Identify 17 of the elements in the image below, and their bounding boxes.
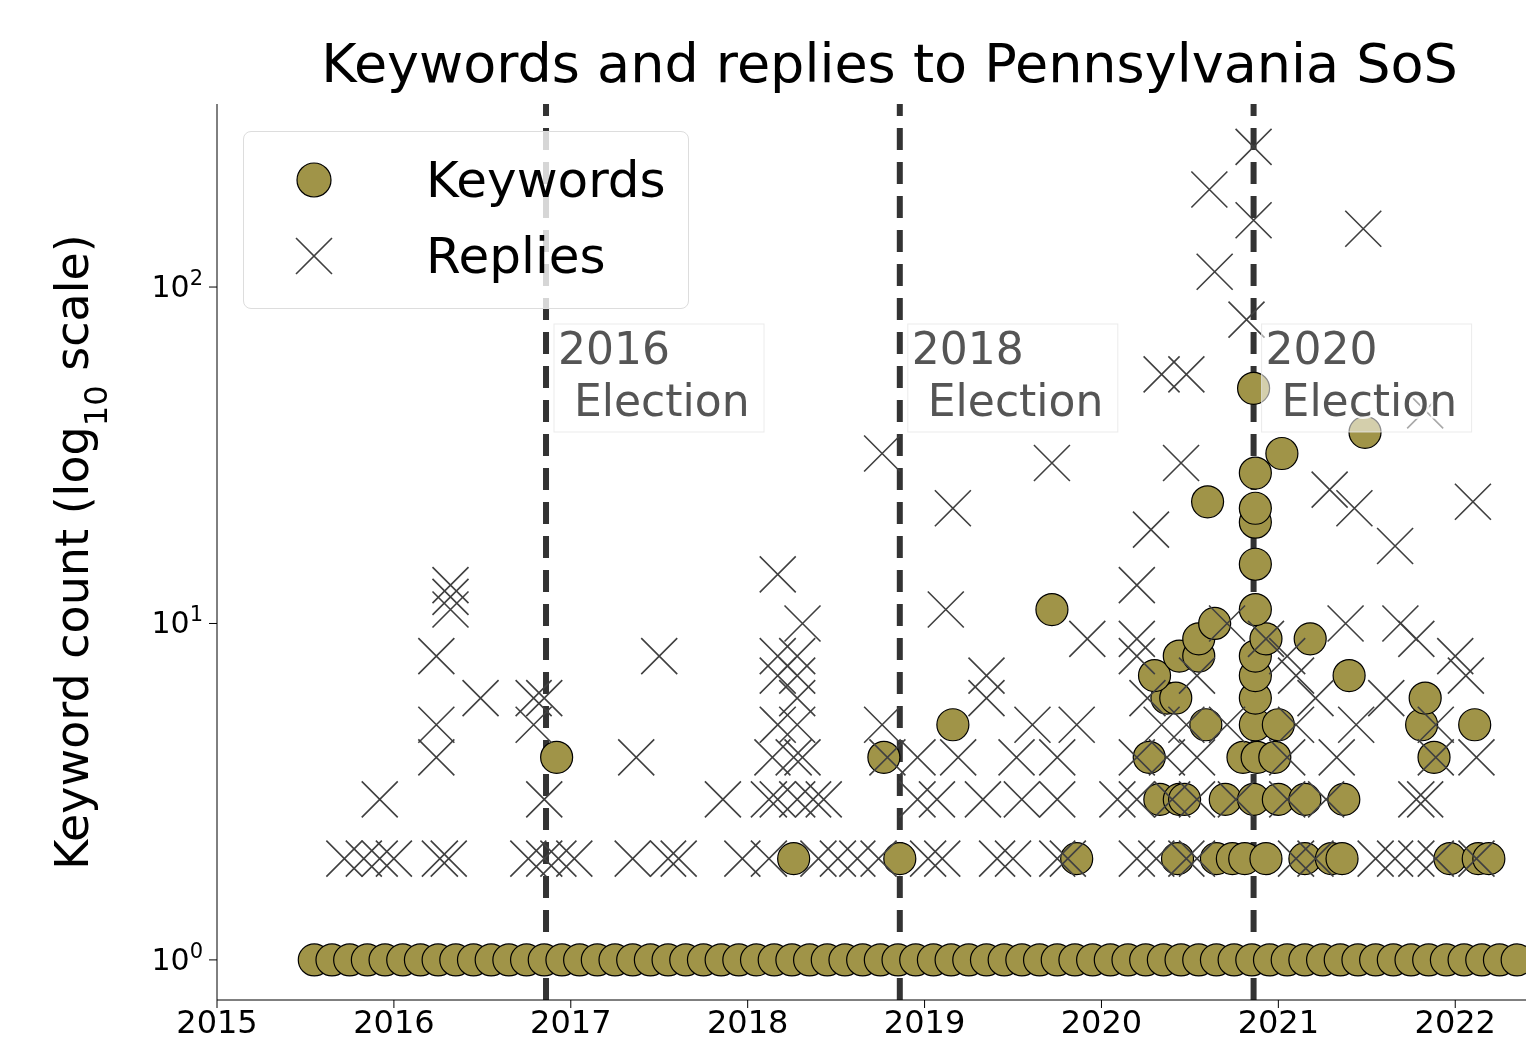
x-tick-label: 2016: [353, 1002, 435, 1041]
x-tick-label: 2020: [1060, 1002, 1143, 1041]
x-tick-label: 2019: [883, 1002, 966, 1041]
y-tick-label: 10$^{0}$: [151, 938, 203, 977]
x-tick-label: 2018: [706, 1002, 789, 1041]
x-tick-label: 2022: [1414, 1002, 1496, 1041]
ref-line-label: 2018 Election: [911, 323, 1104, 426]
x-tick-label: 2017: [530, 1002, 612, 1041]
ref-line-label: 2016 Election: [558, 323, 750, 426]
chart-title: Keywords and replies to Pennsylvania SoS: [320, 32, 1459, 95]
y-tick-label: 10$^{2}$: [151, 266, 203, 305]
y-tick-label: 10$^{1}$: [151, 602, 203, 641]
legend-label: Keywords: [426, 151, 666, 209]
legend-label: Replies: [426, 227, 606, 285]
ref-line-label: 2020 Election: [1265, 323, 1458, 426]
x-tick-label: 2015: [176, 1002, 258, 1041]
x-tick-label: 2021: [1237, 1002, 1320, 1041]
